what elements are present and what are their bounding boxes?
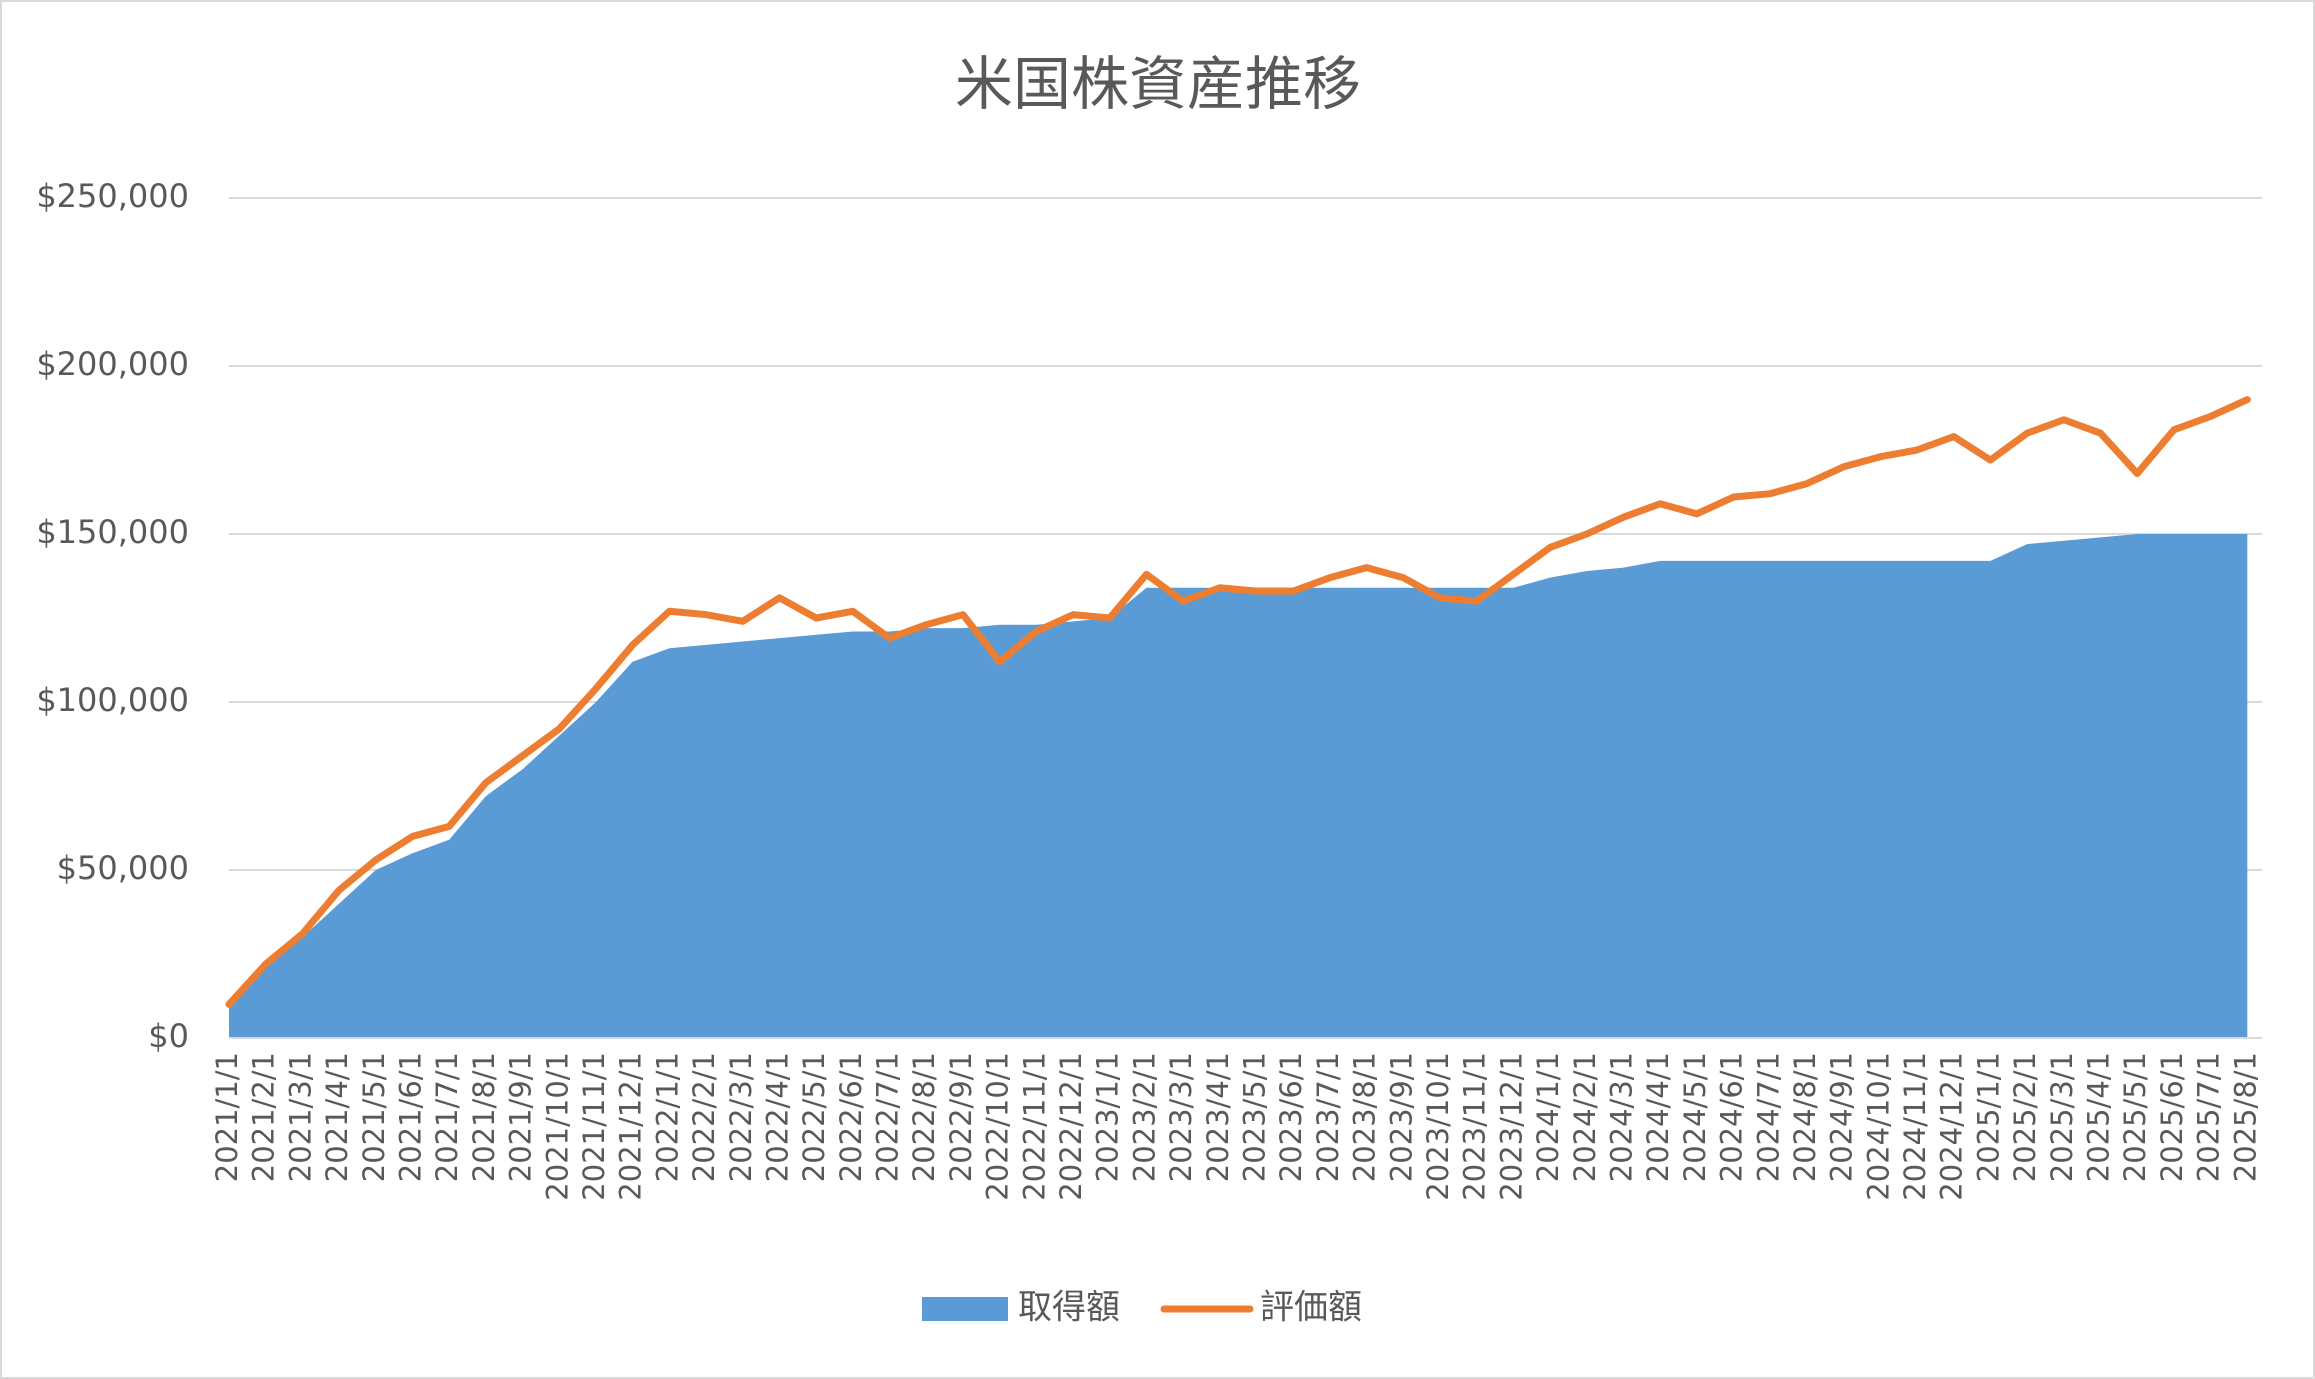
x-tick-label: 2021/11/1: [577, 1052, 611, 1201]
x-tick-label: 2024/7/1: [1751, 1052, 1785, 1182]
x-tick-label: 2022/9/1: [944, 1052, 978, 1182]
x-tick-label: 2024/4/1: [1641, 1052, 1675, 1182]
x-tick-label: 2024/12/1: [1935, 1052, 1969, 1201]
x-tick-label: 2025/7/1: [2192, 1052, 2226, 1182]
x-tick-label: 2025/5/1: [2118, 1052, 2152, 1182]
x-tick-label: 2025/4/1: [2082, 1052, 2116, 1182]
x-tick-label: 2021/10/1: [540, 1052, 574, 1201]
y-tick-label: $200,000: [36, 345, 189, 383]
x-tick-label: 2024/2/1: [1568, 1052, 1602, 1182]
x-tick-label: 2023/10/1: [1421, 1052, 1455, 1201]
x-tick-label: 2024/5/1: [1678, 1052, 1712, 1182]
line: [225, 396, 2251, 1008]
x-tick-label: 2024/3/1: [1604, 1052, 1638, 1182]
legend-label: 評価額: [1260, 1288, 1362, 1328]
x-tick-label: 2024/11/1: [1898, 1052, 1932, 1201]
x-tick-label: 2024/1/1: [1531, 1052, 1565, 1182]
x-tick-label: 2024/8/1: [1788, 1052, 1822, 1182]
legend-label: 取得額: [1018, 1288, 1120, 1328]
x-tick-label: 2024/9/1: [1825, 1052, 1859, 1182]
legend-swatch: [922, 1297, 1008, 1321]
x-tick-label: 2022/2/1: [687, 1052, 721, 1182]
x-tick-label: 2022/11/1: [1017, 1052, 1051, 1201]
x-tick-label: 2022/10/1: [981, 1052, 1015, 1201]
x-tick-label: 2023/7/1: [1311, 1052, 1345, 1182]
y-tick-label: $150,000: [36, 513, 189, 551]
x-tick-label: 2021/6/1: [393, 1052, 427, 1182]
x-tick-label: 2025/8/1: [2228, 1052, 2262, 1182]
x-tick-label: 2022/3/1: [724, 1052, 758, 1182]
area: [229, 534, 2248, 1038]
x-tick-label: 2021/1/1: [210, 1052, 244, 1182]
x-tick-label: 2022/5/1: [797, 1052, 831, 1182]
x-tick-label: 2023/1/1: [1091, 1052, 1125, 1182]
x-tick-label: 2023/3/1: [1164, 1052, 1198, 1182]
x-tick-label: 2023/5/1: [1238, 1052, 1272, 1182]
x-tick-label: 2025/6/1: [2155, 1052, 2189, 1182]
x-tick-label: 2023/8/1: [1348, 1052, 1382, 1182]
chart-title: 米国株資産推移: [955, 50, 1361, 118]
x-tick-label: 2021/2/1: [247, 1052, 281, 1182]
y-tick-label: $100,000: [36, 681, 189, 719]
x-tick-label: 2023/11/1: [1458, 1052, 1492, 1201]
y-tick-label: $250,000: [36, 177, 189, 215]
x-tick-label: 2023/2/1: [1127, 1052, 1161, 1182]
x-tick-label: 2022/1/1: [650, 1052, 684, 1182]
x-tick-label: 2021/5/1: [357, 1052, 391, 1182]
x-tick-label: 2023/6/1: [1274, 1052, 1308, 1182]
x-tick-label: 2025/3/1: [2045, 1052, 2079, 1182]
x-tick-label: 2023/9/1: [1384, 1052, 1418, 1182]
x-tick-label: 2022/8/1: [907, 1052, 941, 1182]
x-tick-label: 2021/7/1: [430, 1052, 464, 1182]
x-tick-label: 2021/3/1: [283, 1052, 317, 1182]
x-tick-label: 2025/2/1: [2008, 1052, 2042, 1182]
x-tick-label: 2021/9/1: [504, 1052, 538, 1182]
x-tick-label: 2021/12/1: [614, 1052, 648, 1201]
x-tick-label: 2022/4/1: [760, 1052, 794, 1182]
y-tick-label: $50,000: [57, 849, 189, 887]
y-tick-label: $0: [148, 1017, 189, 1055]
x-tick-label: 2023/12/1: [1494, 1052, 1528, 1201]
x-tick-label: 2024/10/1: [1861, 1052, 1895, 1201]
x-tick-label: 2021/8/1: [467, 1052, 501, 1182]
x-tick-label: 2024/6/1: [1715, 1052, 1749, 1182]
x-tick-label: 2025/1/1: [1971, 1052, 2005, 1182]
x-tick-label: 2022/7/1: [871, 1052, 905, 1182]
x-tick-label: 2022/12/1: [1054, 1052, 1088, 1201]
x-tick-label: 2022/6/1: [834, 1052, 868, 1182]
x-tick-label: 2021/4/1: [320, 1052, 354, 1182]
x-tick-label: 2023/4/1: [1201, 1052, 1235, 1182]
